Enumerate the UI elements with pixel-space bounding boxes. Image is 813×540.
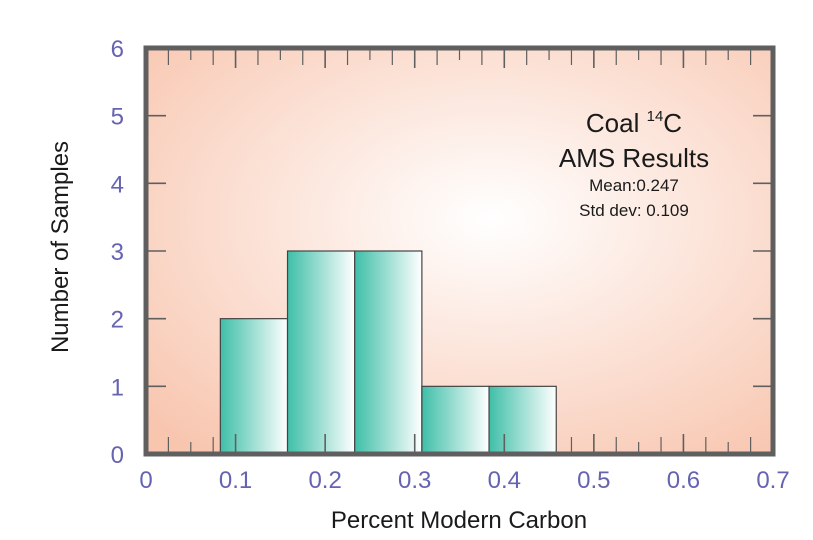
y-tick-label: 6 <box>111 36 124 63</box>
histogram-bars <box>219 250 557 455</box>
y-tick-label: 5 <box>111 104 124 131</box>
x-tick-label: 0.6 <box>667 467 700 494</box>
y-tick-label: 1 <box>111 374 124 401</box>
y-tick-label: 3 <box>111 239 124 266</box>
x-tick-label: 0.5 <box>577 467 610 494</box>
x-tick-label: 0 <box>139 467 152 494</box>
y-tick-labels: 0 1 2 3 4 5 6 <box>111 36 124 469</box>
histogram-bar <box>286 250 356 455</box>
y-tick-label: 4 <box>111 171 124 198</box>
histogram-bar <box>421 385 490 455</box>
y-axis-title: Number of Samples <box>47 141 74 353</box>
x-tick-label: 0.4 <box>488 467 521 494</box>
x-axis-title: Percent Modern Carbon <box>331 507 587 534</box>
annotation-mean: Mean:0.247 <box>589 176 679 195</box>
histogram-bar <box>488 385 557 455</box>
histogram-bar <box>219 318 289 455</box>
histogram-bar <box>354 250 423 455</box>
annotation-std-dev: Std dev: 0.109 <box>579 201 689 220</box>
results-annotation: Coal 14C AMS Results Mean:0.247 Std dev:… <box>559 108 709 220</box>
major-ticks <box>146 48 773 454</box>
annotation-subtitle: AMS Results <box>559 143 709 173</box>
x-tick-label: 0.2 <box>308 467 341 494</box>
annotation-title: Coal 14C <box>586 108 682 138</box>
y-tick-label: 2 <box>111 307 124 334</box>
y-tick-label: 0 <box>111 442 124 469</box>
annotation-title-prefix: Coal <box>586 108 647 138</box>
x-tick-label: 0.3 <box>398 467 431 494</box>
x-tick-label: 0.1 <box>219 467 252 494</box>
x-tick-label: 0.7 <box>756 467 789 494</box>
x-tick-labels: 0 0.1 0.2 0.3 0.4 0.5 0.6 0.7 <box>139 467 789 494</box>
annotation-title-suffix: C <box>663 108 682 138</box>
annotation-title-superscript: 14 <box>647 108 664 125</box>
